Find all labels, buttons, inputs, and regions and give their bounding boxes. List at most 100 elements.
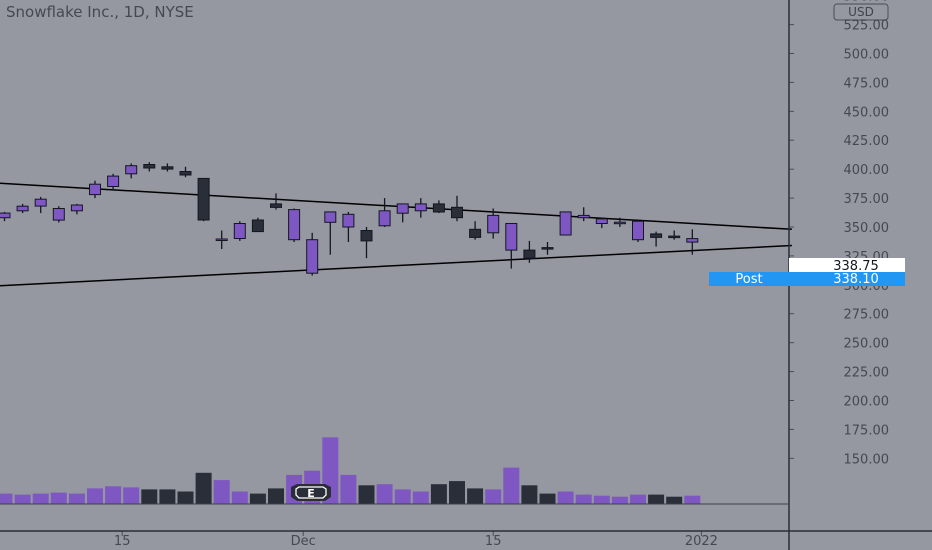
price-tick-label: 375.00: [844, 192, 890, 207]
price-tick-label: 350.00: [844, 221, 890, 236]
candle-body: [179, 171, 192, 176]
price-tick-label: 525.00: [844, 19, 890, 34]
candle: [451, 195, 463, 222]
candle: [143, 162, 156, 172]
volume-bar: [87, 488, 103, 504]
candle-body: [324, 211, 337, 223]
price-tick-label: 475.00: [844, 76, 890, 91]
candle-body: [451, 206, 463, 219]
candle-body: [378, 210, 391, 227]
candle-body: [668, 235, 681, 239]
earnings-marker[interactable]: E: [291, 484, 331, 501]
volume-bar: [648, 494, 665, 504]
volume-bar: [539, 493, 556, 504]
trendline-lower[interactable]: [0, 244, 792, 287]
post-market-tag: Post 338.10: [709, 272, 905, 287]
volume-bar: [611, 496, 628, 504]
volume-bar: [485, 489, 502, 504]
candle-body: [70, 204, 83, 212]
price-tick-label: 275.00: [844, 308, 890, 323]
candle: [650, 231, 663, 247]
price-tick-label: 450.00: [844, 105, 890, 120]
price-tick-label: 200.00: [844, 395, 890, 410]
trendline-upper[interactable]: [0, 182, 792, 231]
candle: [89, 180, 101, 199]
trendlines[interactable]: [0, 182, 792, 287]
time-axis[interactable]: 15 Dec 15 2022: [114, 531, 718, 549]
candle-body: [197, 177, 210, 221]
volume-bar: [159, 489, 176, 504]
candle-body: [523, 249, 536, 259]
candle: [233, 221, 246, 241]
price-tick-label: 425.00: [844, 134, 890, 149]
candle: [487, 208, 500, 239]
candle: [324, 211, 337, 255]
candle: [668, 230, 681, 240]
candle-body: [487, 214, 500, 234]
volume-bar: [14, 494, 31, 504]
post-label: Post: [735, 272, 762, 287]
candle-body: [270, 203, 282, 208]
candle-body: [306, 239, 319, 274]
candle: [70, 203, 83, 215]
candle: [34, 196, 47, 214]
price-tick-label: 250.00: [844, 337, 890, 352]
candle: [52, 206, 65, 223]
candle: [342, 211, 355, 242]
time-tick-label: 15: [114, 534, 131, 549]
time-tick-label: Dec: [291, 534, 316, 549]
candle-body: [686, 238, 699, 243]
earnings-marker-label: E: [307, 487, 315, 500]
candle-body: [215, 238, 228, 241]
candle-body: [414, 203, 427, 212]
candle: [613, 217, 626, 227]
volume-bar: [430, 484, 447, 504]
price-tick-label: 500.00: [844, 48, 890, 63]
volume-bar: [412, 491, 429, 504]
volume-bar: [394, 489, 411, 504]
candle-body: [360, 230, 373, 242]
symbol-title: Snowflake Inc., 1D, NYSE: [6, 3, 194, 21]
volume-bar: [575, 494, 592, 504]
volume-bar: [376, 484, 393, 504]
volume-bar: [340, 474, 357, 504]
volume-bar: [358, 485, 375, 504]
candle: [595, 217, 608, 229]
candle-body: [541, 247, 554, 250]
candle: [541, 242, 554, 255]
candle: [215, 230, 228, 249]
candle: [396, 203, 409, 223]
volume-bar: [467, 488, 484, 504]
volume-bar: [123, 487, 140, 504]
candlesticks: [0, 162, 699, 276]
price-axis[interactable]: 150.00175.00200.00225.00250.00275.00300.…: [789, 0, 889, 467]
price-tick-label: 400.00: [844, 163, 890, 178]
candle-body: [288, 209, 301, 241]
currency-badge[interactable]: USD: [833, 3, 889, 21]
candle-body: [233, 223, 246, 239]
candle: [16, 203, 29, 214]
volume-bar: [50, 492, 67, 504]
volume-bar: [503, 467, 520, 504]
candle: [469, 221, 482, 240]
candle-body: [650, 233, 663, 238]
candle: [432, 200, 445, 214]
candle-body: [52, 208, 65, 221]
candle-body: [251, 219, 264, 233]
candle: [0, 211, 11, 222]
time-tick-label: 2022: [685, 534, 718, 549]
candle: [378, 198, 391, 227]
candle-body: [0, 212, 11, 219]
price-tick-label: 225.00: [844, 366, 890, 381]
candle: [523, 240, 536, 263]
candle-body: [342, 213, 355, 228]
candle: [270, 193, 282, 210]
candle: [559, 211, 572, 236]
candle-body: [125, 165, 138, 175]
volume-bars: [0, 437, 701, 504]
candle-body: [34, 198, 47, 207]
candle: [125, 163, 138, 179]
volume-bar: [521, 485, 538, 504]
